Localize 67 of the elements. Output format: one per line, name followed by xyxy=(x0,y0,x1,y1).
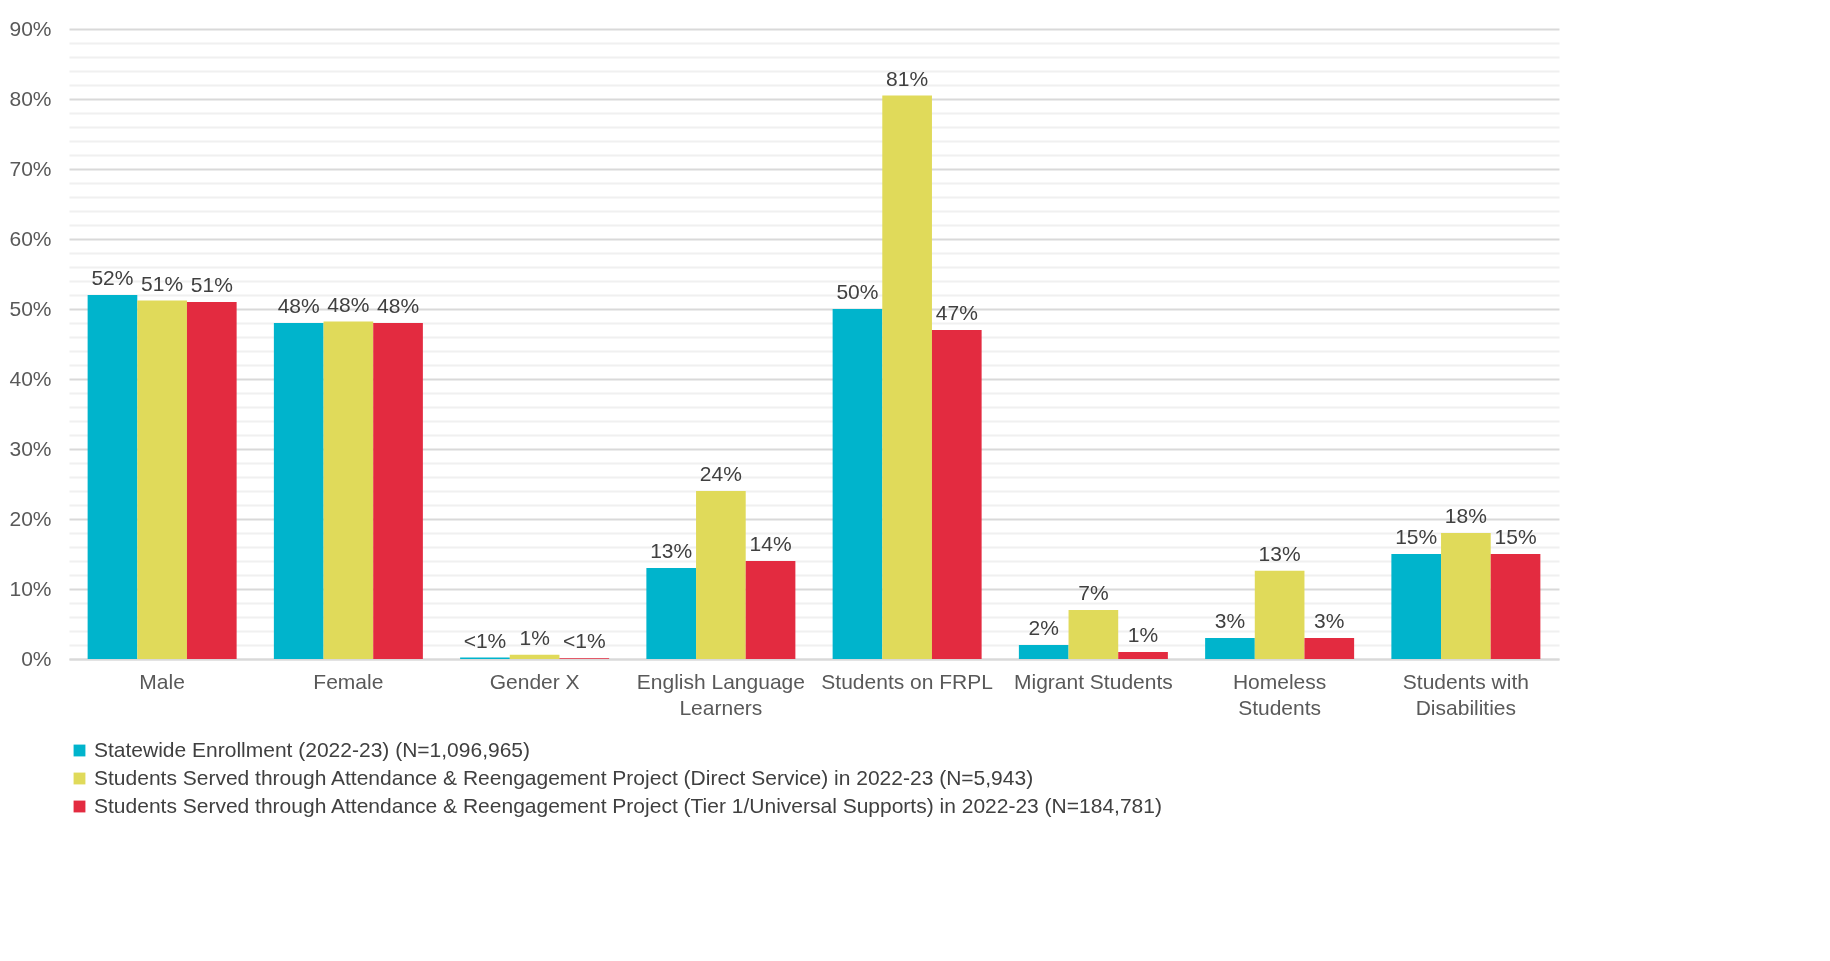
data-label: 3% xyxy=(1214,609,1246,632)
bar xyxy=(87,295,138,659)
data-label: 1% xyxy=(1127,623,1159,646)
bar xyxy=(1018,645,1069,659)
bar xyxy=(323,321,374,659)
data-label: 51% xyxy=(190,273,233,296)
x-tick-label: English Language Learners xyxy=(636,669,805,719)
data-label: 13% xyxy=(1258,541,1301,565)
bar xyxy=(137,300,187,659)
bar xyxy=(882,95,932,659)
bar xyxy=(1068,610,1119,659)
data-label: 50% xyxy=(836,280,879,303)
x-tick-label: Male xyxy=(139,669,185,693)
bar xyxy=(1391,554,1442,659)
bar xyxy=(373,323,423,659)
x-tick-label: Migrant Students xyxy=(1013,669,1173,693)
data-label: 3% xyxy=(1314,609,1345,632)
data-label: 15% xyxy=(1395,525,1438,548)
bar xyxy=(1490,554,1541,659)
data-label: 2% xyxy=(1028,616,1059,639)
legend-label: Statewide Enrollment (2022-23) (N=1,096,965) xyxy=(94,737,530,761)
y-tick-label: 50% xyxy=(9,296,52,320)
y-tick-label: 90% xyxy=(9,16,52,40)
data-label: 48% xyxy=(277,294,320,317)
data-label: 48% xyxy=(327,292,370,316)
data-label: 47% xyxy=(935,301,978,324)
y-tick-label: 80% xyxy=(9,86,52,110)
bar xyxy=(186,302,237,659)
data-label: <1% xyxy=(463,628,507,652)
bar xyxy=(1254,570,1305,659)
data-label: 7% xyxy=(1078,581,1109,604)
y-tick-label: 70% xyxy=(9,156,52,180)
data-label: 14% xyxy=(749,532,792,555)
x-tick-label: Female xyxy=(313,669,384,693)
legend-label: Students Served through Attendance & Reengagement Project (Direct Service) in 2022-23 (N=5,943) xyxy=(94,765,1034,789)
data-label: 1% xyxy=(519,625,550,649)
data-label: 48% xyxy=(377,294,420,317)
bar xyxy=(1441,533,1491,659)
bar xyxy=(745,561,796,659)
y-tick-label: 0% xyxy=(21,646,52,670)
bar xyxy=(509,654,560,659)
y-tick-label: 10% xyxy=(9,576,52,600)
bar xyxy=(1205,638,1255,659)
data-label: 81% xyxy=(886,66,929,90)
bar xyxy=(931,330,982,659)
data-label: 51% xyxy=(141,271,184,295)
y-tick-label: 60% xyxy=(9,226,52,250)
y-tick-label: 30% xyxy=(9,436,52,460)
bar xyxy=(273,323,324,659)
bar xyxy=(1118,652,1168,659)
legend-label: Students Served through Attendance & Reengagement Project (Tier 1/Universal Supports) in 2022-23 (N=184,781) xyxy=(94,793,1162,817)
data-label: 52% xyxy=(91,266,134,289)
x-tick-label: Homeless Students xyxy=(1232,669,1327,719)
y-tick-label: 40% xyxy=(9,366,52,390)
bar xyxy=(696,491,746,659)
data-label: 15% xyxy=(1494,525,1537,548)
x-tick-label: Students on FRPL xyxy=(821,669,993,693)
data-label: 18% xyxy=(1444,504,1487,527)
data-label: 24% xyxy=(699,462,742,485)
y-tick-label: 20% xyxy=(9,506,52,530)
bar xyxy=(646,568,697,659)
bar xyxy=(832,309,883,659)
bar xyxy=(1304,638,1355,659)
x-tick-label: Gender X xyxy=(489,669,580,693)
data-label: <1% xyxy=(562,629,606,653)
data-label: 13% xyxy=(650,539,693,562)
x-tick-label: Students with Disabilities xyxy=(1402,669,1529,719)
